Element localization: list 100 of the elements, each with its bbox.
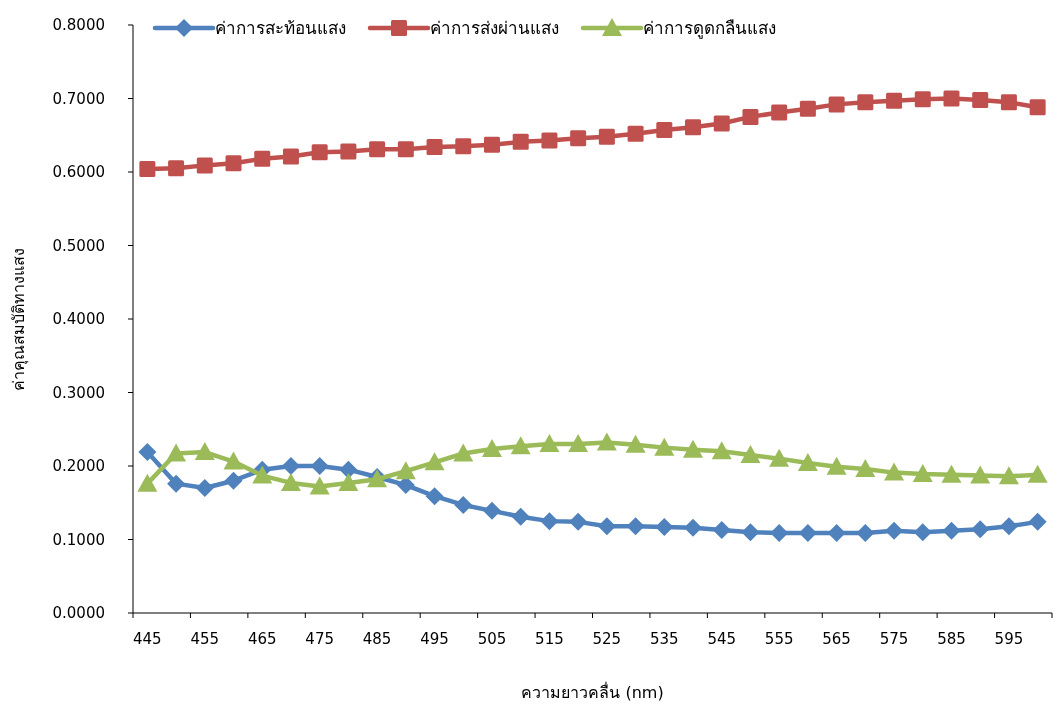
point [797, 453, 818, 472]
point [598, 128, 615, 145]
point [455, 138, 472, 155]
point [338, 472, 359, 491]
point [998, 466, 1019, 485]
point [627, 125, 644, 142]
point [454, 495, 473, 514]
point [655, 518, 674, 537]
point [713, 115, 730, 132]
point [280, 472, 301, 491]
point [339, 460, 358, 479]
x-tick-label: 505 [477, 630, 507, 648]
point [827, 523, 846, 542]
point [568, 433, 589, 452]
y-tick-label: 0.3000 [52, 383, 105, 402]
point [254, 150, 271, 167]
point [137, 473, 158, 492]
point [340, 143, 357, 160]
x-tick-label: 575 [879, 630, 909, 648]
point [223, 451, 244, 470]
point [397, 141, 414, 158]
point [512, 133, 529, 150]
point [139, 161, 156, 178]
point [426, 139, 443, 156]
point [970, 465, 991, 484]
y-tick-label: 0.5000 [52, 236, 105, 255]
x-tick-label: 485 [362, 630, 392, 648]
x-tick-label: 565 [822, 630, 851, 648]
point [913, 523, 932, 542]
x-tick-label: 445 [133, 630, 162, 648]
point [510, 436, 531, 455]
point [453, 443, 474, 462]
point [971, 520, 990, 539]
point [481, 439, 502, 458]
point [942, 521, 961, 540]
x-tick-label: 455 [190, 630, 220, 648]
x-tick-label: 545 [707, 630, 737, 648]
point [570, 130, 587, 147]
y-axis-title: ค่าคุณสมบัติทางแสง [9, 247, 29, 391]
point [511, 507, 530, 526]
y-tick-label: 0.6000 [52, 163, 105, 181]
point [769, 448, 790, 467]
y-tick-label: 0.2000 [52, 457, 105, 475]
point [856, 523, 875, 542]
point [1028, 512, 1047, 531]
point [656, 122, 673, 139]
x-tick-label: 525 [592, 630, 622, 648]
point [1027, 464, 1048, 483]
point [252, 465, 273, 484]
x-axis-title: ความยาวคลื่น (nm) [521, 681, 664, 702]
point [539, 433, 560, 452]
y-tick-label: 0.7000 [52, 89, 105, 108]
point [972, 91, 989, 108]
point [395, 461, 416, 480]
point [683, 439, 704, 458]
point [999, 517, 1018, 536]
legend-label: ค่าการสะท้อนแสง [215, 18, 346, 38]
point [912, 464, 933, 483]
point [914, 91, 931, 108]
point [282, 148, 299, 165]
point [224, 471, 243, 490]
y-tick-label: 0.1000 [52, 530, 105, 549]
point [425, 487, 444, 506]
point [482, 501, 501, 520]
point [857, 94, 874, 111]
point [310, 457, 329, 475]
point [886, 92, 903, 109]
x-tick-label: 585 [937, 630, 966, 648]
point [195, 479, 214, 498]
legend-label: ค่าการดูดกลืนแสง [643, 18, 776, 39]
point [309, 476, 330, 495]
point [569, 512, 588, 531]
point [168, 160, 185, 177]
y-tick-label: 0.4000 [52, 310, 105, 328]
point [281, 457, 300, 475]
y-tick-label: 0.8000 [52, 16, 105, 34]
point [826, 456, 847, 475]
point [712, 520, 731, 539]
point [711, 441, 732, 460]
x-tick-label: 515 [535, 630, 564, 648]
point [884, 462, 905, 481]
point [742, 108, 759, 125]
point [654, 437, 675, 456]
point [799, 100, 816, 117]
point [369, 141, 386, 158]
x-tick-label: 475 [305, 630, 334, 648]
x-tick-label: 595 [994, 630, 1024, 648]
point [685, 119, 702, 136]
x-tick-label: 495 [420, 630, 449, 648]
point [943, 90, 960, 107]
point [166, 443, 187, 462]
point [596, 432, 617, 451]
point [941, 464, 962, 483]
point [1029, 99, 1046, 116]
point [684, 518, 703, 537]
point [424, 452, 445, 471]
x-tick-label: 465 [247, 630, 277, 648]
point [196, 157, 213, 174]
point [483, 136, 500, 153]
point [194, 442, 215, 461]
